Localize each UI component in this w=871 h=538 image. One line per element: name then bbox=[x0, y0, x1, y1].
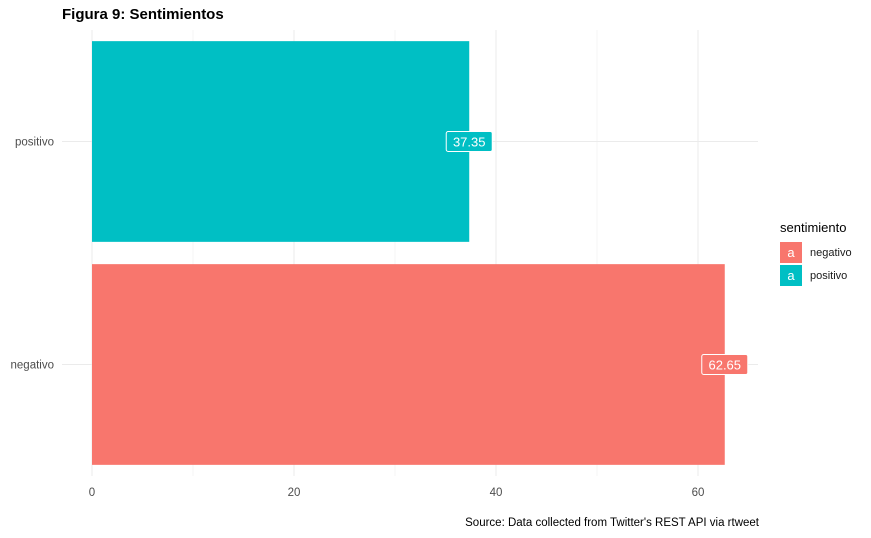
legend-item-positivo: a positivo bbox=[780, 264, 852, 287]
data-label-positivo: 37.35 bbox=[453, 135, 486, 150]
legend-title: sentimiento bbox=[780, 220, 847, 235]
legend-label-positivo: positivo bbox=[810, 269, 848, 282]
x-tick-label: 40 bbox=[490, 487, 503, 499]
legend-key-positivo: a bbox=[780, 265, 802, 286]
data-label-box-positivo bbox=[445, 131, 493, 152]
bar-layer bbox=[92, 41, 725, 465]
label-layer: 37.35 62.65 bbox=[445, 131, 749, 375]
data-label-box-negativo bbox=[701, 354, 749, 375]
legend: sentimiento a negativo a positivo bbox=[780, 220, 852, 287]
legend-label-negativo: negativo bbox=[810, 246, 852, 259]
bar-positivo bbox=[92, 41, 470, 242]
bar-negativo bbox=[92, 264, 725, 465]
axis-layer: positivo negativo 0 20 40 60 bbox=[11, 137, 705, 500]
data-label-negativo: 62.65 bbox=[708, 358, 741, 373]
x-tick-label: 0 bbox=[89, 487, 95, 499]
x-tick-label: 20 bbox=[288, 487, 301, 499]
legend-item-negativo: a negativo bbox=[780, 241, 852, 264]
y-tick-label: negativo bbox=[11, 360, 54, 372]
chart-caption: Source: Data collected from Twitter's RE… bbox=[465, 517, 759, 529]
x-tick-label: 60 bbox=[692, 487, 705, 499]
legend-key-negativo: a bbox=[780, 242, 802, 263]
y-tick-label: positivo bbox=[15, 137, 54, 149]
chart-title: Figura 9: Sentimientos bbox=[62, 6, 224, 23]
